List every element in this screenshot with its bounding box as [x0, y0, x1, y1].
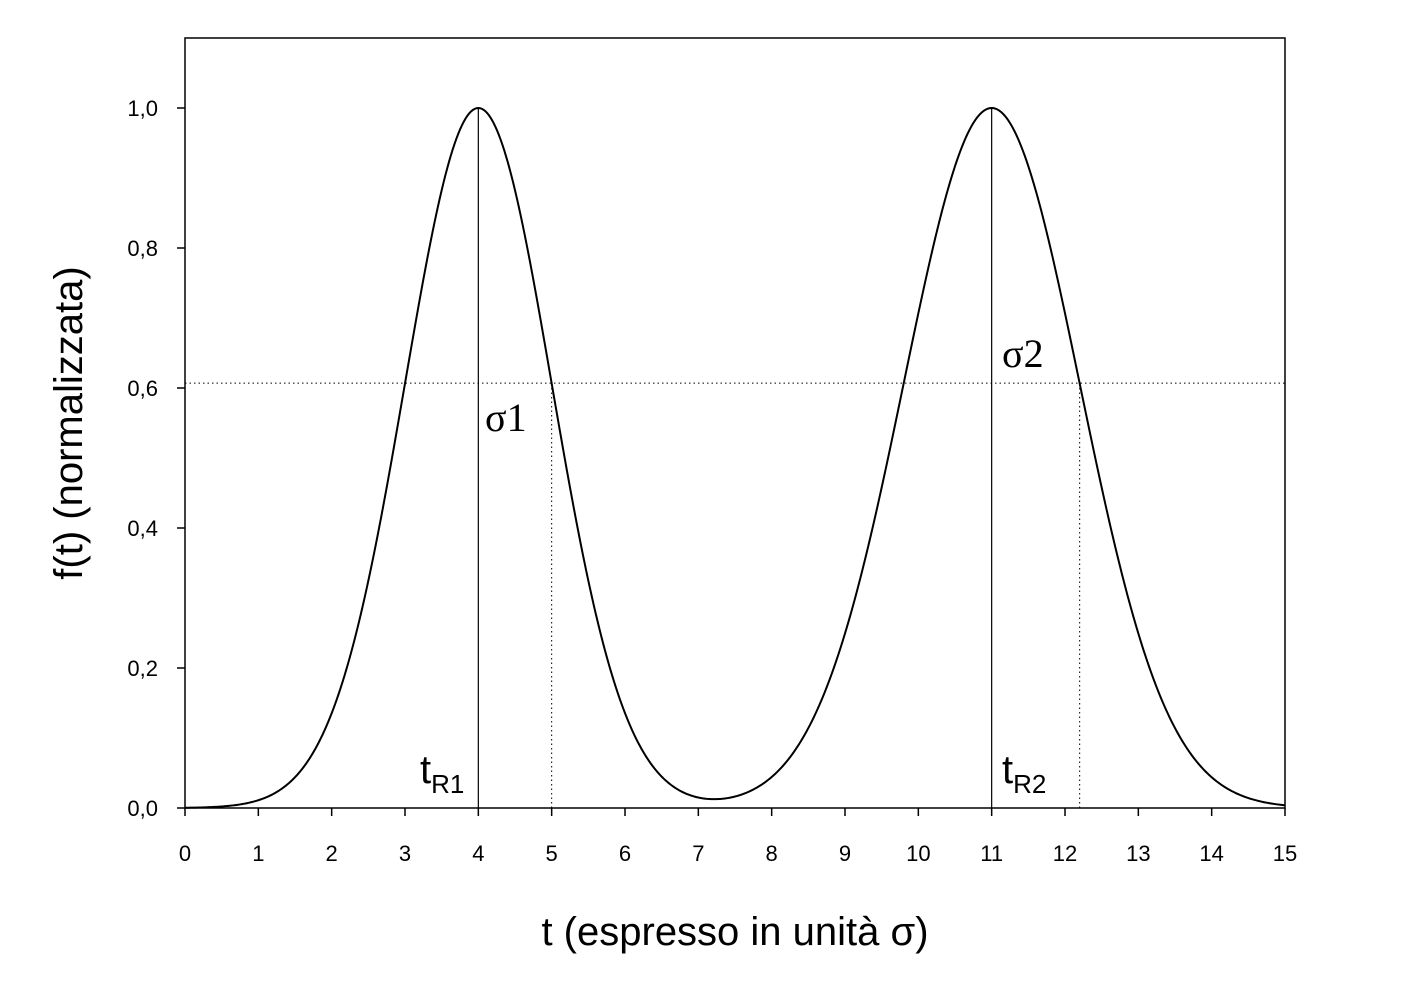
x-tick-label: 12	[1053, 841, 1077, 866]
sigma1-label: σ1	[485, 395, 527, 440]
y-tick-label: 1,0	[127, 96, 158, 121]
tR2-main: t	[1002, 748, 1013, 792]
tR2-sub: R2	[1013, 769, 1046, 799]
x-tick-label: 15	[1273, 841, 1297, 866]
y-tick-label: 0,8	[127, 236, 158, 261]
reference-lines	[185, 108, 1285, 808]
x-tick-label: 4	[472, 841, 484, 866]
y-tick-label: 0,4	[127, 516, 158, 541]
plot-frame	[184, 37, 1286, 809]
x-tick-label: 1	[252, 841, 264, 866]
tR1-sub: R1	[431, 769, 464, 799]
x-tick-label: 7	[692, 841, 704, 866]
y-tick-label: 0,0	[127, 796, 158, 821]
x-tick-label: 11	[980, 841, 1003, 866]
sigma2-label: σ2	[1002, 331, 1044, 376]
x-tick-label: 5	[546, 841, 558, 866]
x-tick-label: 6	[619, 841, 631, 866]
tR1-label: tR1	[420, 748, 464, 799]
x-tick-label: 2	[326, 841, 338, 866]
y-axis-ticks: 0,0 0,2 0,4 0,6 0,8 1,0	[127, 96, 185, 821]
y-tick-label: 0,6	[127, 376, 158, 401]
tR2-label: tR2	[1002, 748, 1046, 799]
x-tick-label: 13	[1126, 841, 1150, 866]
tR1-main: t	[420, 748, 431, 792]
x-axis-ticks: 0 1 2 3 4 5 6 7 8 9 10 11 12 13 14 15	[179, 808, 1297, 866]
x-tick-label: 10	[906, 841, 930, 866]
series-curve	[184, 106, 1286, 809]
x-tick-label: 3	[399, 841, 411, 866]
x-tick-label: 14	[1199, 841, 1223, 866]
x-tick-label: 0	[179, 841, 191, 866]
x-axis-title: t (espresso in unità σ)	[541, 910, 928, 954]
x-tick-label: 9	[839, 841, 851, 866]
x-tick-label: 8	[766, 841, 778, 866]
y-axis-title: f(t) (normalizzata)	[47, 266, 91, 579]
y-tick-label: 0,2	[127, 656, 158, 681]
